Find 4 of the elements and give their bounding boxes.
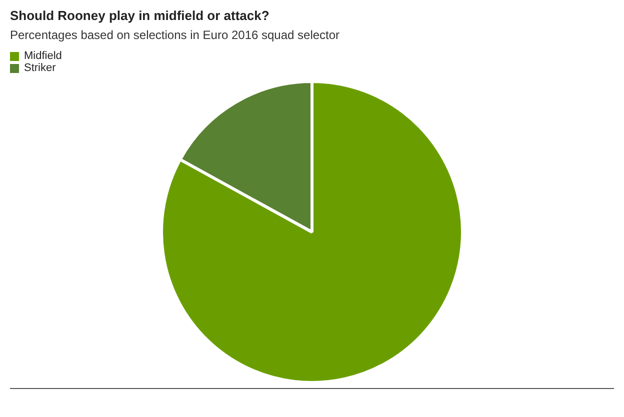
- legend-label: Striker: [24, 62, 56, 74]
- legend-label: Midfield: [24, 50, 62, 62]
- chart-subtitle: Percentages based on selections in Euro 2016 squad selector: [10, 28, 340, 42]
- chart-title: Should Rooney play in midfield or attack?: [10, 8, 270, 23]
